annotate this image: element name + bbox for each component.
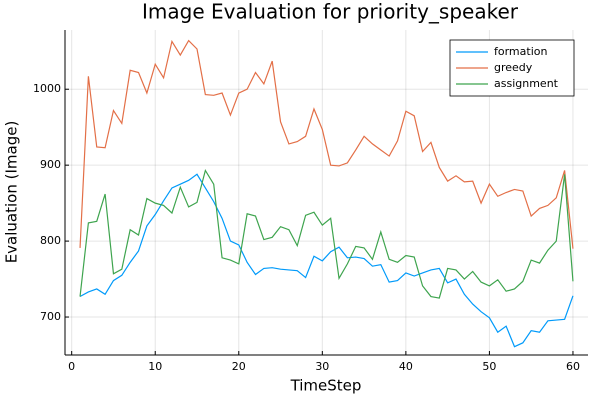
x-tick-label: 20 <box>232 360 246 373</box>
x-tick-label: 10 <box>148 360 162 373</box>
x-tick-label: 50 <box>482 360 496 373</box>
legend-label: greedy <box>494 61 533 74</box>
y-tick-label: 900 <box>40 158 61 171</box>
line-series <box>79 173 574 348</box>
legend-label: assignment <box>494 77 559 90</box>
x-tick-label: 40 <box>399 360 413 373</box>
x-tick-label: 60 <box>566 360 580 373</box>
line-series <box>79 39 574 249</box>
y-tick-label: 800 <box>40 234 61 247</box>
y-tick-label: 1000 <box>33 82 61 95</box>
y-tick-label: 700 <box>40 310 61 323</box>
line-series <box>79 168 574 299</box>
x-axis-label: TimeStep <box>290 377 362 395</box>
legend-label: formation <box>494 45 547 58</box>
x-tick-label: 0 <box>68 360 75 373</box>
x-tick-label: 30 <box>315 360 329 373</box>
y-axis-label: Evaluation (Image) <box>3 121 21 264</box>
chart-title: Image Evaluation for priority_speaker <box>142 0 519 24</box>
